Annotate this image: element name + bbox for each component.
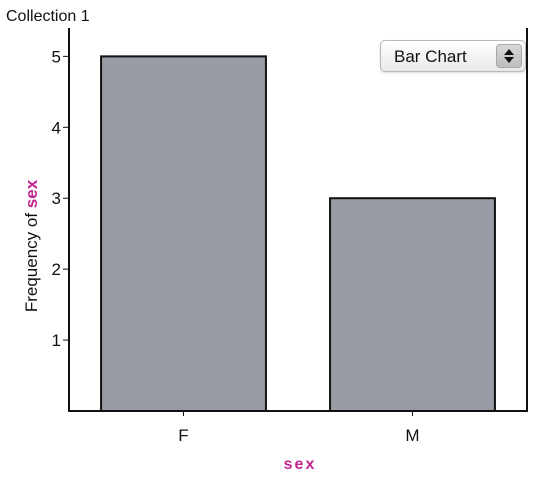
bar-m[interactable] (329, 197, 496, 412)
bar-f[interactable] (100, 55, 267, 413)
x-axis-label[interactable]: sex (283, 456, 317, 473)
y-axis-tick-label: 4 (52, 118, 61, 137)
y-axis-tick-label: 2 (52, 260, 61, 279)
y-axis-label-prefix: Frequency of (22, 208, 41, 313)
y-axis-label[interactable]: Frequency of sex (22, 180, 42, 312)
y-axis-tick-label: 5 (52, 47, 61, 66)
collection-title: Collection 1 (6, 8, 90, 25)
y-axis-tick-label: 3 (52, 189, 61, 208)
y-axis-attribute-name[interactable]: sex (22, 179, 41, 209)
x-axis-category-label: M (405, 426, 419, 445)
plot-frame (68, 28, 528, 412)
up-down-stepper-icon[interactable] (496, 44, 522, 68)
x-axis-category-label: F (178, 426, 188, 445)
chart-type-select-value: Bar Chart (394, 47, 467, 66)
chart-type-select[interactable]: Bar Chart (380, 40, 526, 72)
y-axis-tick-label: 1 (52, 331, 61, 350)
